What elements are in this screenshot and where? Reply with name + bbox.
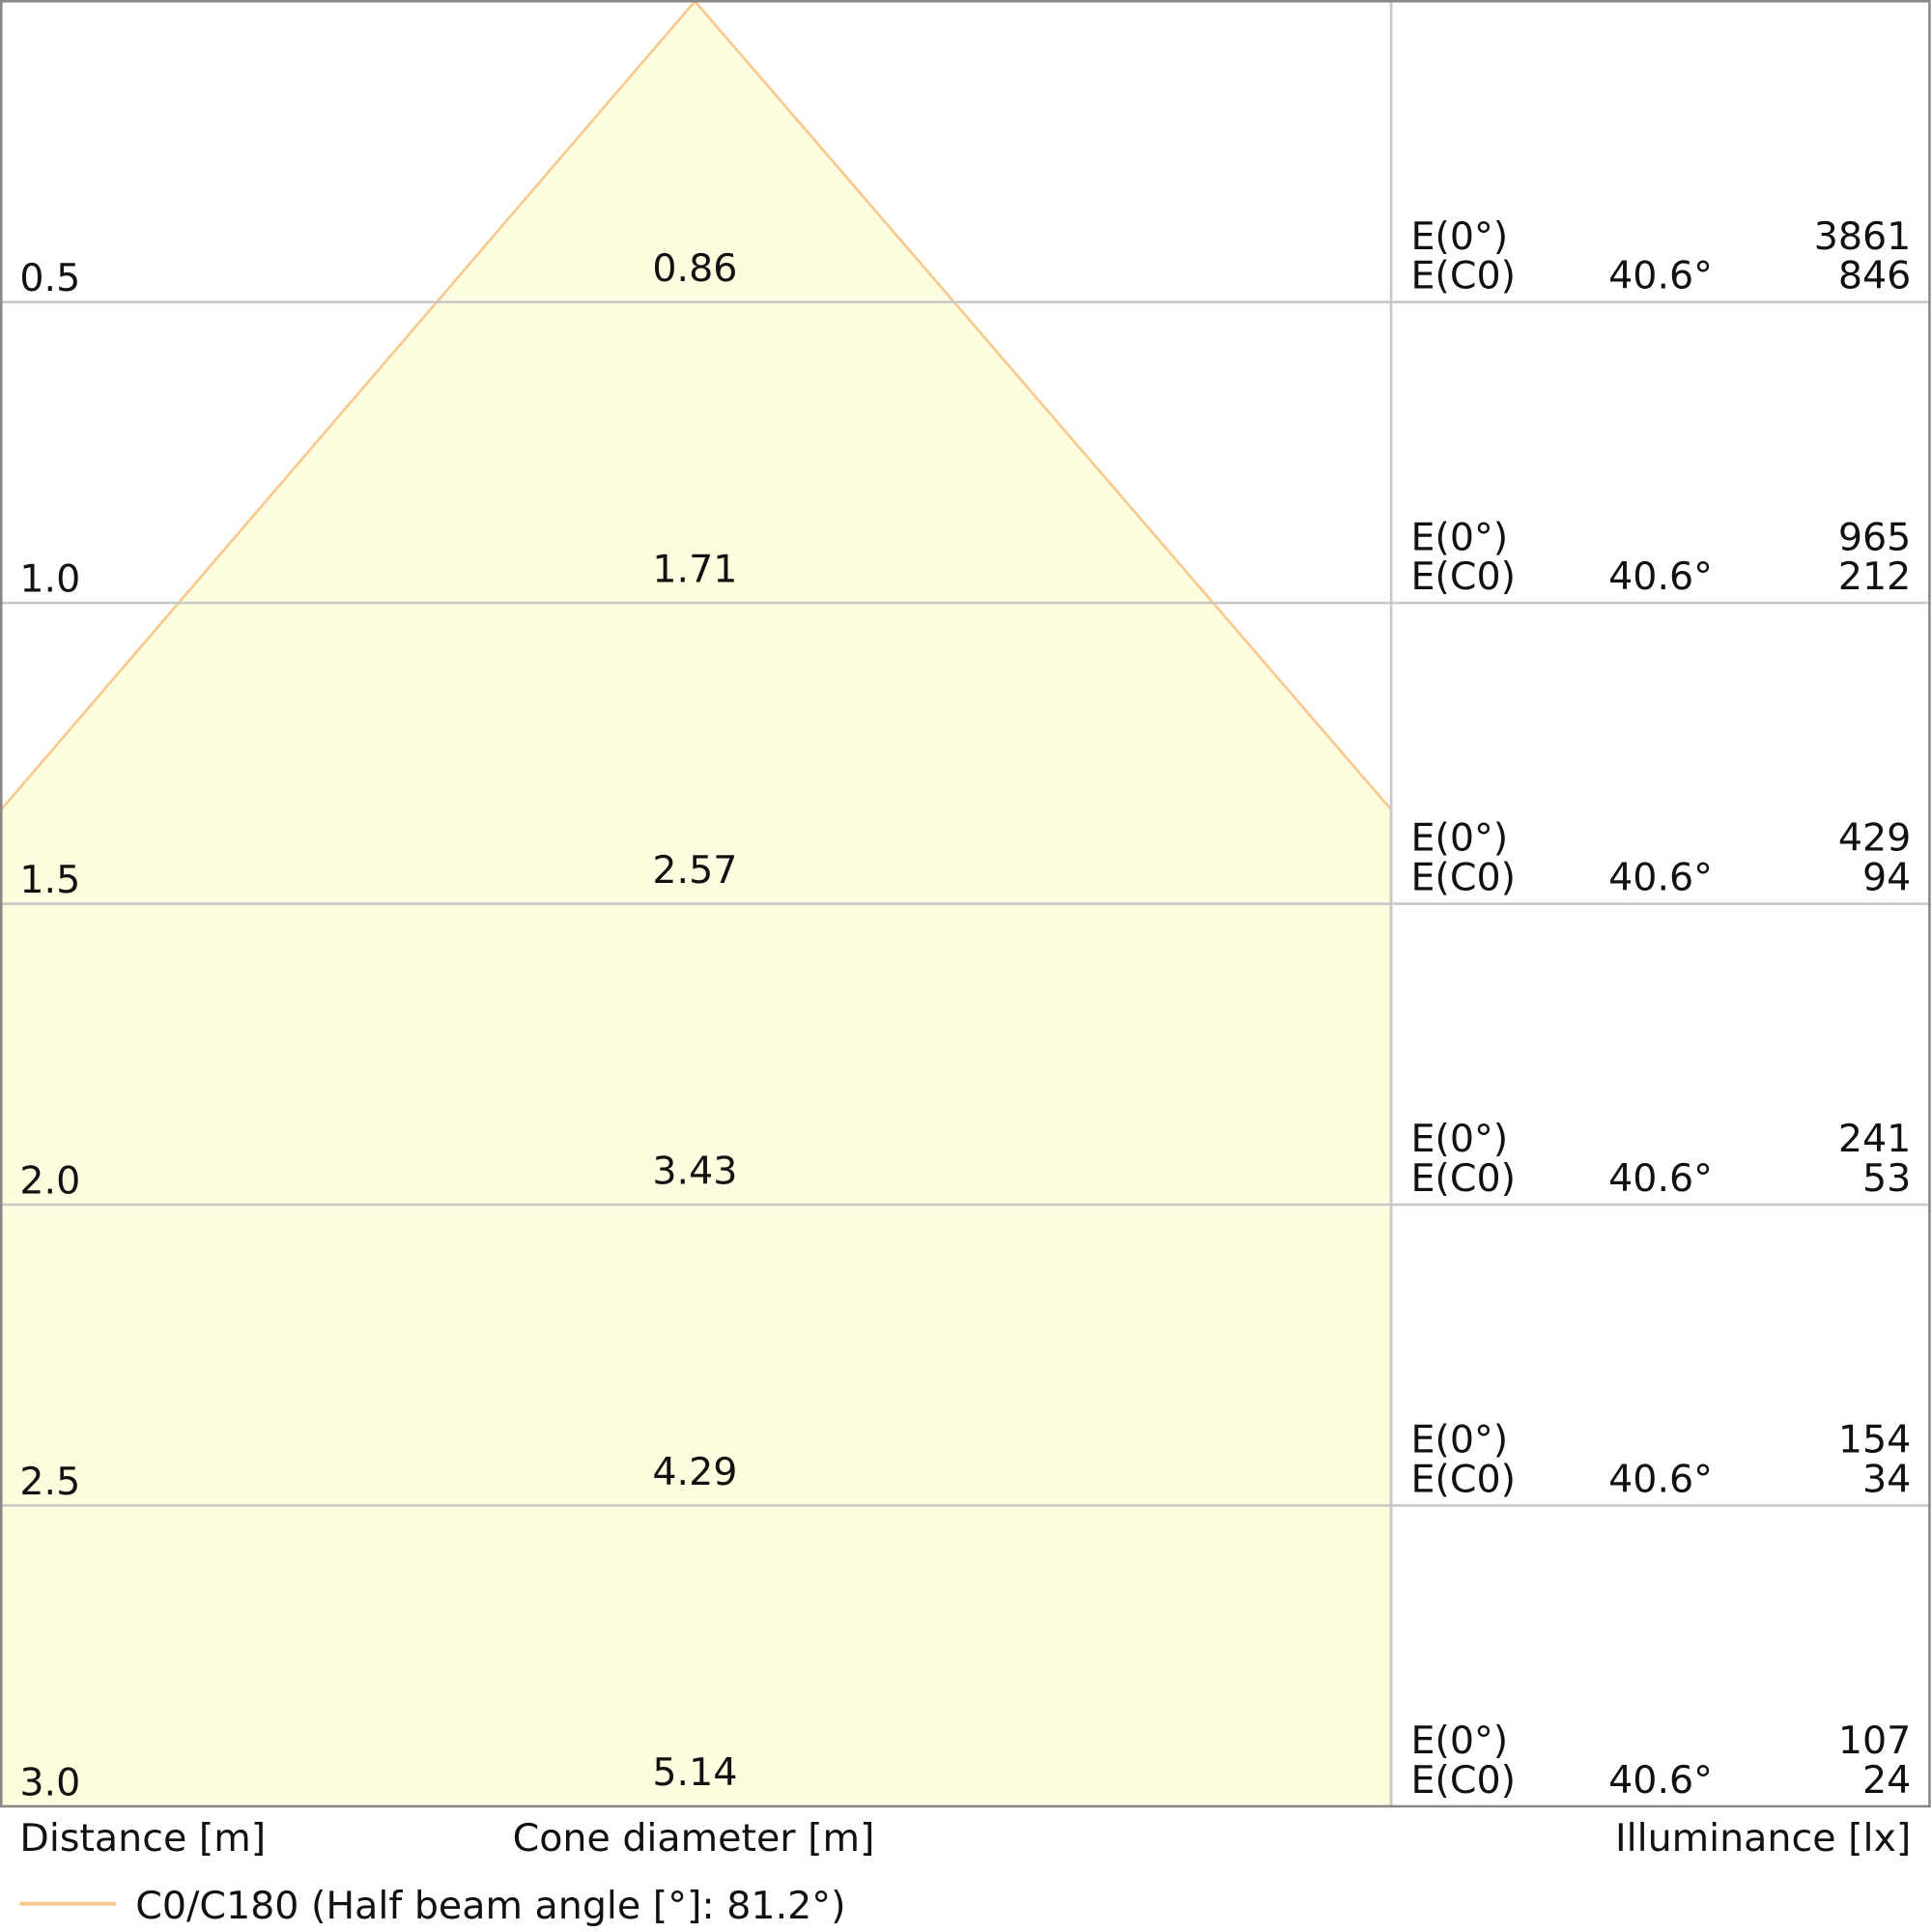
ec0-value: 846: [1838, 254, 1911, 298]
ec0-value: 34: [1862, 1457, 1911, 1501]
angle-label: 40.6°: [1608, 856, 1713, 900]
ec0-label: E(C0): [1410, 554, 1516, 599]
chart-border: [0, 0, 1931, 1808]
legend-label: C0/C180 (Half beam angle [°]: 81.2°): [135, 1884, 845, 1928]
distance-label: 2.0: [19, 1159, 80, 1204]
e0-label: E(0°): [1410, 1719, 1508, 1763]
cone-diameter-label: 1.71: [652, 547, 737, 591]
distance-label: 3.0: [19, 1760, 80, 1804]
e0-label: E(0°): [1410, 816, 1508, 861]
e0-label: E(0°): [1410, 1418, 1508, 1463]
cone-axis-label: Cone diameter [m]: [513, 1816, 875, 1861]
e0-label: E(0°): [1410, 1117, 1508, 1161]
e0-label: E(0°): [1410, 214, 1508, 259]
e0-label: E(0°): [1410, 515, 1508, 559]
distance-label: 1.0: [19, 557, 80, 602]
distance-axis-label: Distance [m]: [19, 1816, 266, 1861]
cone-diameter-label: 5.14: [652, 1750, 737, 1795]
ec0-label: E(C0): [1410, 1457, 1516, 1501]
angle-label: 40.6°: [1608, 1457, 1713, 1501]
angle-label: 40.6°: [1608, 554, 1713, 599]
ec0-label: E(C0): [1410, 254, 1516, 298]
ec0-value: 94: [1862, 856, 1911, 900]
distance-label: 0.5: [19, 256, 80, 300]
e0-value: 107: [1838, 1719, 1911, 1763]
ec0-value: 53: [1862, 1156, 1911, 1201]
cone-diameter-label: 0.86: [652, 246, 737, 291]
e0-value: 965: [1838, 515, 1911, 559]
distance-label: 1.5: [19, 858, 80, 902]
cone-diameter-label: 2.57: [652, 848, 737, 893]
e0-value: 3861: [1814, 214, 1912, 259]
distance-label: 2.5: [19, 1460, 80, 1504]
ec0-value: 24: [1862, 1758, 1911, 1803]
ec0-value: 212: [1838, 554, 1911, 599]
ec0-label: E(C0): [1410, 856, 1516, 900]
ec0-label: E(C0): [1410, 1758, 1516, 1803]
angle-label: 40.6°: [1608, 1156, 1713, 1201]
cone-diameter-label: 3.43: [652, 1149, 737, 1193]
e0-value: 241: [1838, 1117, 1911, 1161]
e0-value: 429: [1838, 816, 1911, 861]
e0-value: 154: [1838, 1418, 1911, 1463]
illuminance-axis-label: Illuminance [lx]: [1615, 1816, 1911, 1861]
ec0-label: E(C0): [1410, 1156, 1516, 1201]
angle-label: 40.6°: [1608, 254, 1713, 298]
cone-diameter-label: 4.29: [652, 1450, 737, 1494]
angle-label: 40.6°: [1608, 1758, 1713, 1803]
